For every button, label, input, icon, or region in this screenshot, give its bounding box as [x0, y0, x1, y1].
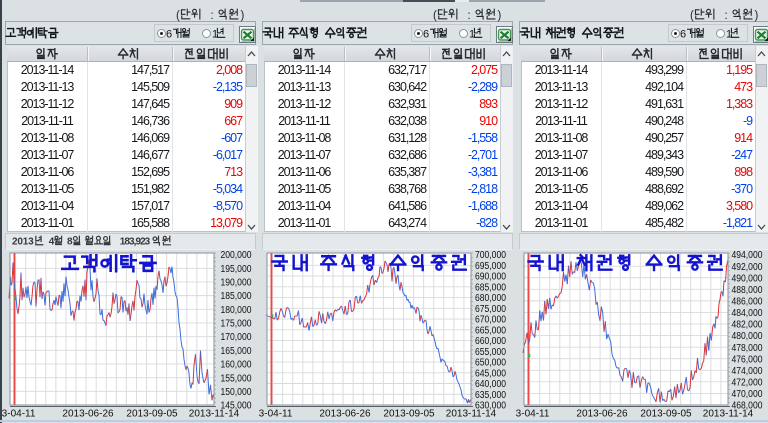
svg-text:660,000: 660,000	[475, 336, 506, 347]
svg-text:2013-09-05: 2013-09-05	[640, 408, 692, 419]
svg-text:2013-06-26: 2013-06-26	[319, 408, 371, 419]
svg-text:655,000: 655,000	[475, 347, 506, 358]
svg-text:185,000: 185,000	[221, 291, 252, 302]
svg-text:470,000: 470,000	[732, 389, 763, 400]
svg-text:482,000: 482,000	[732, 320, 763, 331]
svg-text:2013-04-11: 2013-04-11	[2, 408, 36, 419]
svg-text:690,000: 690,000	[475, 272, 506, 283]
svg-text:): )	[498, 10, 502, 22]
svg-text:6: 6	[166, 29, 172, 41]
svg-text:150,000: 150,000	[221, 387, 252, 398]
svg-text:645,000: 645,000	[475, 368, 506, 379]
svg-text:2013-06-26: 2013-06-26	[576, 408, 628, 419]
svg-text:2013-04-11: 2013-04-11	[516, 408, 550, 419]
svg-text:2013: 2013	[12, 237, 34, 248]
svg-text:2013-11-14: 2013-11-14	[446, 408, 497, 419]
svg-text:490,000: 490,000	[732, 273, 763, 284]
svg-text:476,000: 476,000	[732, 354, 763, 365]
svg-text:468,000: 468,000	[732, 401, 763, 412]
svg-text:165,000: 165,000	[221, 346, 252, 357]
svg-text:2013-09-05: 2013-09-05	[383, 408, 435, 419]
svg-text:492,000: 492,000	[732, 262, 763, 273]
svg-text:2013-06-26: 2013-06-26	[62, 408, 114, 419]
svg-text:695,000: 695,000	[475, 261, 506, 272]
svg-text:700,000: 700,000	[475, 250, 506, 261]
svg-text:670,000: 670,000	[475, 315, 506, 326]
svg-text:155,000: 155,000	[221, 373, 252, 384]
svg-text:(: (	[176, 10, 180, 22]
svg-text:170,000: 170,000	[221, 332, 252, 343]
svg-text:8: 8	[67, 237, 73, 248]
svg-text:6: 6	[680, 29, 686, 41]
svg-text:160,000: 160,000	[221, 360, 252, 371]
svg-text:): )	[241, 10, 245, 22]
svg-text:6: 6	[423, 29, 429, 41]
svg-text:484,000: 484,000	[732, 308, 763, 319]
svg-text:685,000: 685,000	[475, 282, 506, 293]
svg-text::: :	[725, 10, 728, 22]
svg-text:1: 1	[212, 29, 218, 41]
svg-text:190,000: 190,000	[221, 278, 252, 289]
svg-text:): )	[755, 10, 759, 22]
svg-text:680,000: 680,000	[475, 293, 506, 304]
svg-text:1: 1	[726, 29, 732, 41]
svg-text:175,000: 175,000	[221, 319, 252, 330]
svg-text:4: 4	[49, 237, 55, 248]
svg-text:494,000: 494,000	[732, 250, 763, 261]
svg-text:486,000: 486,000	[732, 296, 763, 307]
svg-text:635,000: 635,000	[475, 390, 506, 401]
svg-text::: :	[211, 10, 214, 22]
svg-text:630,000: 630,000	[475, 401, 506, 412]
svg-text:195,000: 195,000	[221, 264, 252, 275]
svg-text:675,000: 675,000	[475, 304, 506, 315]
svg-text:478,000: 478,000	[732, 343, 763, 354]
svg-text:(: (	[690, 10, 694, 22]
svg-text:2013-11-14: 2013-11-14	[703, 408, 754, 419]
svg-text::: :	[468, 10, 471, 22]
svg-text:2013-04-11: 2013-04-11	[259, 408, 293, 419]
svg-text:200,000: 200,000	[221, 250, 252, 261]
svg-text:2013-09-05: 2013-09-05	[126, 408, 178, 419]
svg-text:(: (	[433, 10, 437, 22]
svg-text:650,000: 650,000	[475, 358, 506, 369]
svg-text:180,000: 180,000	[221, 305, 252, 316]
svg-text:2013-11-14: 2013-11-14	[189, 408, 240, 419]
svg-text:474,000: 474,000	[732, 366, 763, 377]
svg-text:640,000: 640,000	[475, 379, 506, 390]
svg-text:488,000: 488,000	[732, 285, 763, 296]
svg-text:665,000: 665,000	[475, 325, 506, 336]
svg-text:183,923: 183,923	[120, 237, 151, 248]
svg-text:480,000: 480,000	[732, 331, 763, 342]
svg-text:1: 1	[469, 29, 475, 41]
svg-text:472,000: 472,000	[732, 377, 763, 388]
svg-text:145,000: 145,000	[221, 401, 252, 412]
